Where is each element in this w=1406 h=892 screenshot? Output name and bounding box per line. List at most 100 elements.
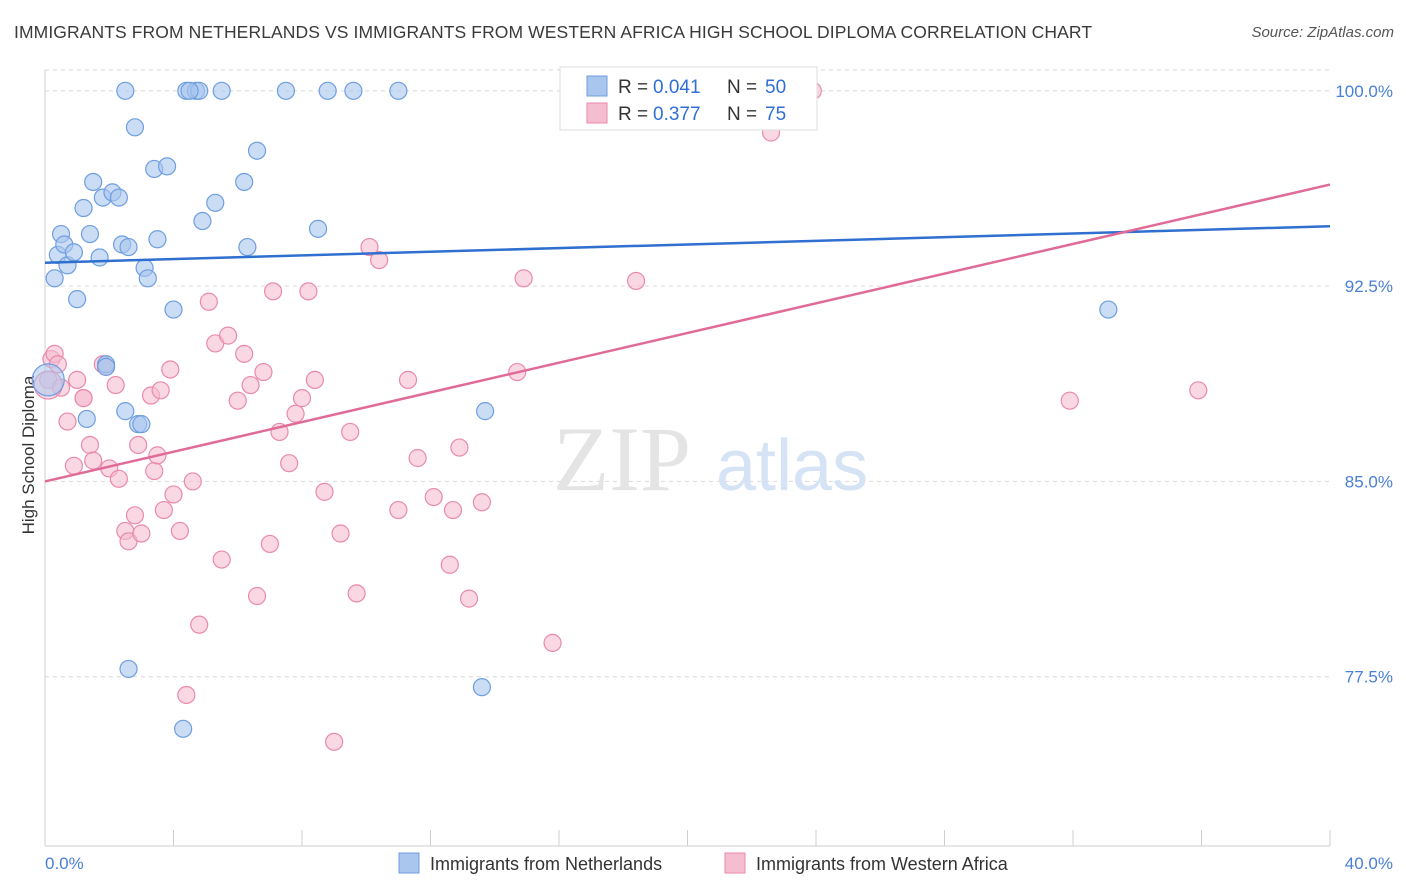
western-africa-point (170, 521, 190, 541)
western-africa-point (263, 282, 283, 301)
western-africa-point (74, 389, 93, 408)
western-africa-point (1060, 391, 1079, 410)
western-africa-point (68, 370, 87, 389)
watermark: ZIP atlas (553, 408, 868, 510)
netherlands-point (180, 81, 199, 100)
x-tick-label-max: 40.0% (1345, 854, 1393, 873)
western-africa-point (151, 381, 170, 400)
western-africa-point (305, 370, 324, 389)
western-africa-point (398, 370, 418, 389)
netherlands-point (96, 357, 116, 376)
y-tick-labels: 77.5% 85.0% 92.5% 100.0% (1335, 82, 1393, 687)
netherlands-point (276, 81, 296, 100)
bottom-legend-swatch-pink (724, 852, 746, 874)
western-africa-point (260, 534, 279, 554)
legend-r-label-blue: R = (618, 77, 648, 98)
western-africa-point (80, 435, 100, 455)
western-africa-point (109, 469, 128, 488)
netherlands-point (138, 269, 157, 288)
series-legend: Immigrants from Netherlands Immigrants f… (398, 852, 1009, 874)
netherlands-point (64, 243, 84, 262)
netherlands-point (90, 248, 109, 267)
netherlands-point (74, 198, 93, 218)
netherlands-point (212, 81, 231, 100)
netherlands-point (157, 157, 177, 176)
trend-lines (44, 183, 1331, 483)
legend-r-value-blue: 0.041 (653, 77, 701, 98)
y-tick-label: 100.0% (1335, 82, 1393, 101)
netherlands-point (344, 81, 363, 100)
legend-swatch-pink (586, 102, 608, 124)
western-africa-point (450, 438, 469, 457)
western-africa-point (190, 615, 209, 634)
bottom-legend-label-pink: Immigrants from Western Africa (756, 854, 1009, 874)
netherlands-point (116, 81, 135, 100)
legend-n-value-pink: 75 (765, 104, 786, 125)
netherlands-point (476, 402, 495, 421)
western-africa-point (129, 435, 148, 455)
y-tick-label: 92.5% (1345, 277, 1393, 296)
western-africa-point (626, 271, 646, 291)
netherlands-point (247, 141, 267, 160)
netherlands-point (84, 172, 103, 192)
netherlands-point (164, 300, 183, 319)
western-africa-point (424, 487, 443, 507)
netherlands-point-cluster (31, 363, 65, 397)
series-netherlands-points (31, 81, 1118, 738)
netherlands-point (125, 118, 145, 137)
western-africa-point (292, 389, 312, 408)
netherlands-point (119, 659, 138, 679)
western-africa-point (299, 282, 318, 301)
netherlands-point (193, 211, 212, 231)
netherlands-point (68, 290, 87, 309)
western-africa-point (286, 404, 305, 423)
western-africa-point (247, 586, 267, 606)
netherlands-point (80, 224, 100, 244)
netherlands-point (308, 219, 328, 238)
legend-n-value-blue: 50 (765, 77, 786, 98)
netherlands-point (116, 402, 135, 421)
gridlines (45, 69, 1330, 678)
legend-n-label-pink: N = (727, 104, 757, 125)
netherlands-point (472, 678, 491, 697)
western-africa-point (199, 292, 218, 311)
western-africa-point (84, 451, 103, 470)
netherlands-trend-line (44, 224, 1331, 264)
western-africa-point (408, 448, 427, 468)
netherlands-point (109, 188, 128, 207)
legend-swatch-blue (586, 75, 608, 97)
netherlands-point (148, 230, 167, 249)
correlation-legend: R = 0.041 N = 50 R = 0.377 N = 75 (559, 66, 818, 131)
western-africa-point (154, 500, 173, 520)
western-africa-point (443, 500, 463, 520)
watermark-zip: ZIP (553, 408, 691, 510)
netherlands-point (132, 415, 151, 434)
netherlands-point (238, 237, 257, 257)
western-africa-point (389, 500, 408, 520)
netherlands-point (119, 237, 138, 257)
western-africa-point (254, 362, 273, 382)
netherlands-point (45, 269, 64, 288)
western-africa-point (145, 461, 164, 481)
western-africa-point (543, 633, 562, 652)
western-africa-point (440, 555, 459, 574)
legend-r-label-pink: R = (618, 104, 648, 125)
western-africa-point (177, 685, 196, 705)
bottom-legend-label-blue: Immigrants from Netherlands (430, 854, 662, 874)
watermark-atlas: atlas (716, 426, 868, 506)
western-africa-point (514, 269, 533, 288)
western-africa-point (58, 412, 77, 431)
source-credit: Source: ZipAtlas.com (1251, 24, 1394, 41)
western-africa-point (280, 454, 299, 473)
netherlands-point (77, 409, 96, 429)
netherlands-point (206, 193, 225, 212)
western-africa-point (331, 524, 350, 543)
netherlands-point (1099, 300, 1118, 319)
western-africa-point (241, 375, 260, 395)
western-africa-point (315, 482, 334, 501)
western-africa-point (235, 344, 254, 363)
western-africa-point (132, 524, 151, 543)
chart-title: IMMIGRANTS FROM NETHERLANDS VS IMMIGRANT… (14, 22, 1093, 42)
western-africa-point (459, 589, 479, 608)
western-africa-point (212, 550, 231, 569)
